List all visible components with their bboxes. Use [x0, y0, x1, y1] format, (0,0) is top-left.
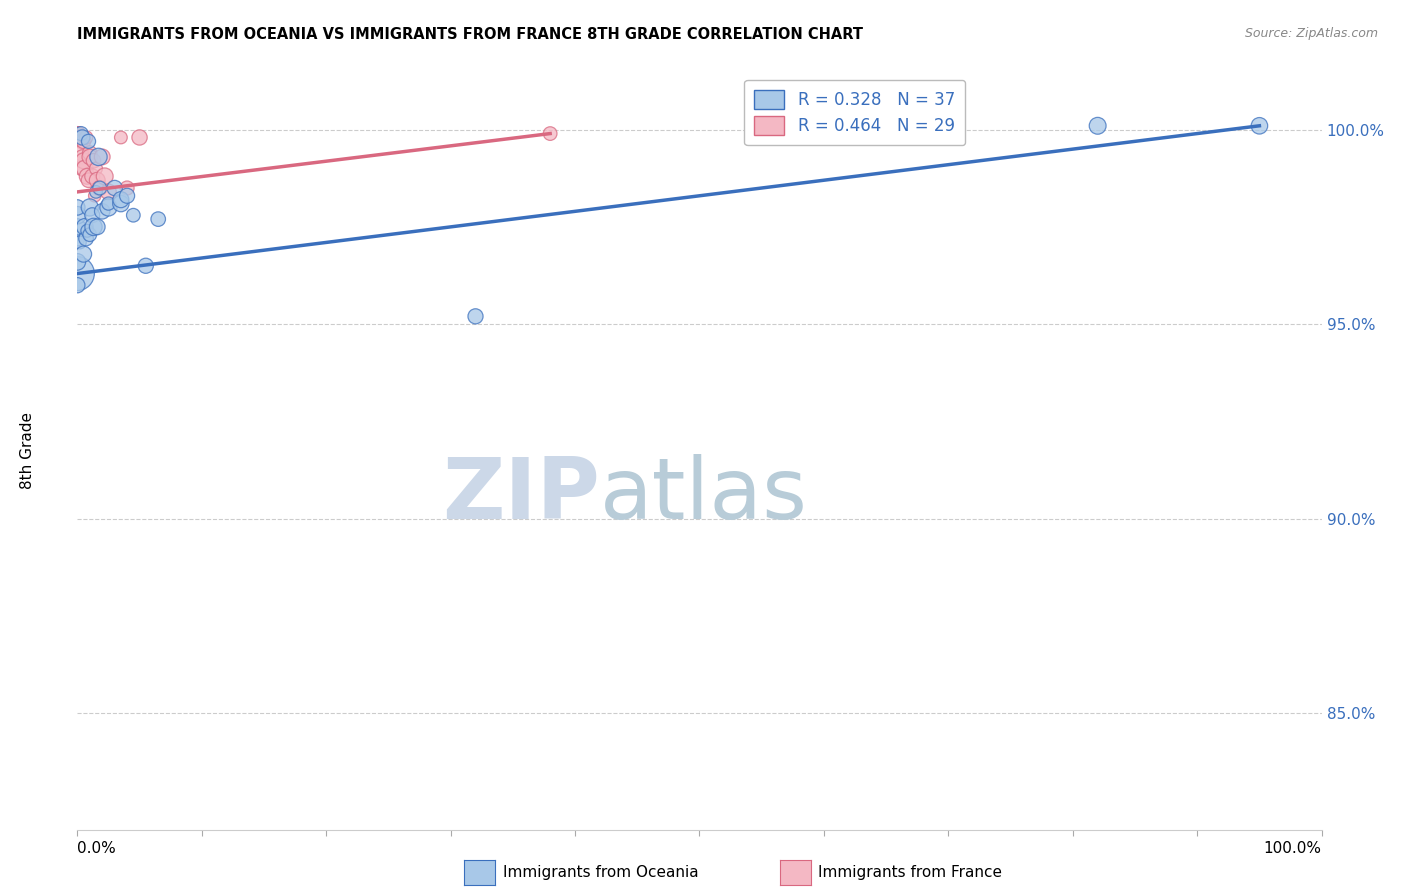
- Point: [66, 130, 89, 145]
- Point: [66, 255, 89, 269]
- Point: [66, 208, 89, 222]
- Point: [813, 127, 835, 141]
- Point: [66, 127, 89, 141]
- Point: [86, 219, 108, 234]
- Point: [122, 208, 145, 222]
- Point: [1249, 119, 1271, 133]
- Point: [84, 185, 107, 199]
- Text: IMMIGRANTS FROM OCEANIA VS IMMIGRANTS FROM FRANCE 8TH GRADE CORRELATION CHART: IMMIGRANTS FROM OCEANIA VS IMMIGRANTS FR…: [77, 27, 863, 42]
- Point: [83, 219, 105, 234]
- Point: [97, 201, 120, 215]
- Point: [70, 146, 93, 161]
- Point: [87, 150, 110, 164]
- Point: [93, 169, 115, 184]
- Point: [148, 212, 170, 227]
- Point: [75, 130, 97, 145]
- Point: [72, 134, 94, 148]
- Point: [66, 219, 89, 234]
- Point: [1087, 119, 1109, 133]
- Point: [83, 153, 105, 168]
- Point: [67, 127, 90, 141]
- Point: [69, 130, 91, 145]
- Point: [72, 150, 94, 164]
- Point: [115, 181, 138, 195]
- Point: [464, 310, 486, 324]
- Point: [104, 181, 127, 195]
- Point: [84, 161, 107, 176]
- Text: 0.0%: 0.0%: [77, 841, 117, 856]
- Point: [66, 278, 89, 293]
- Point: [82, 208, 104, 222]
- Point: [79, 227, 101, 242]
- Text: Immigrants from France: Immigrants from France: [818, 865, 1002, 880]
- Point: [97, 185, 120, 199]
- Point: [83, 188, 105, 202]
- Text: 100.0%: 100.0%: [1264, 841, 1322, 856]
- Point: [66, 231, 89, 245]
- Point: [135, 259, 157, 273]
- Text: ZIP: ZIP: [443, 454, 600, 538]
- Text: Immigrants from Oceania: Immigrants from Oceania: [503, 865, 699, 880]
- Point: [73, 219, 96, 234]
- Point: [79, 150, 101, 164]
- Point: [70, 127, 93, 141]
- Text: Source: ZipAtlas.com: Source: ZipAtlas.com: [1244, 27, 1378, 40]
- Point: [91, 204, 114, 219]
- Point: [72, 247, 94, 261]
- Point: [538, 127, 561, 141]
- Point: [70, 134, 93, 148]
- Point: [97, 196, 120, 211]
- Point: [79, 201, 101, 215]
- Point: [72, 161, 94, 176]
- Point: [89, 181, 111, 195]
- Text: 8th Grade: 8th Grade: [20, 412, 35, 489]
- Point: [86, 173, 108, 187]
- Point: [110, 130, 132, 145]
- Point: [128, 130, 150, 145]
- Point: [76, 224, 98, 238]
- Point: [110, 196, 132, 211]
- Point: [76, 169, 98, 184]
- Point: [91, 150, 114, 164]
- Point: [72, 130, 94, 145]
- Point: [75, 231, 97, 245]
- Point: [77, 134, 100, 148]
- Point: [73, 161, 96, 176]
- Point: [82, 169, 104, 184]
- Point: [72, 153, 94, 168]
- Point: [66, 267, 89, 281]
- Text: atlas: atlas: [600, 454, 808, 538]
- Legend: R = 0.328   N = 37, R = 0.464   N = 29: R = 0.328 N = 37, R = 0.464 N = 29: [744, 79, 965, 145]
- Point: [110, 193, 132, 207]
- Point: [69, 235, 91, 250]
- Point: [77, 173, 100, 187]
- Point: [66, 201, 89, 215]
- Point: [89, 181, 111, 195]
- Point: [79, 146, 101, 161]
- Point: [115, 188, 138, 202]
